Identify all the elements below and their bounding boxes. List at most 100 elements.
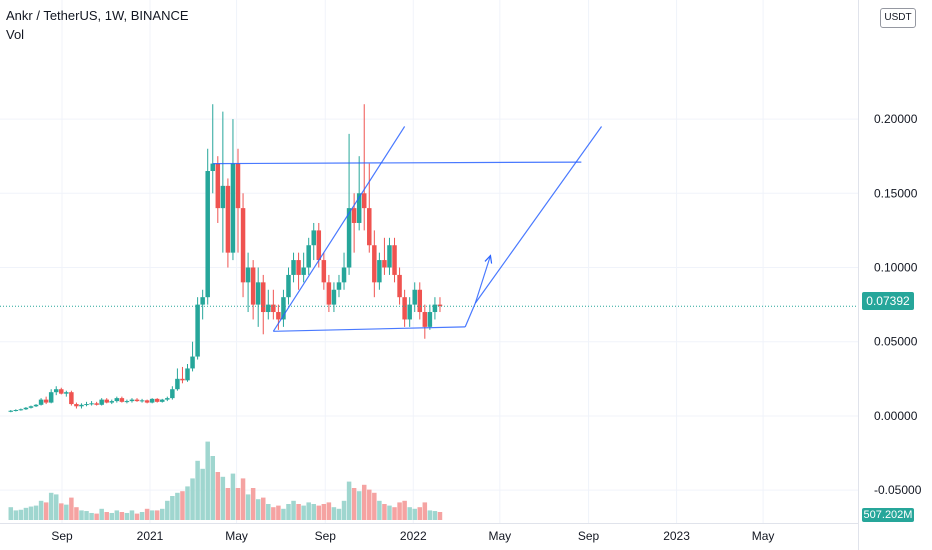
volume-bar — [210, 456, 216, 520]
candle-body — [235, 163, 241, 209]
volume-bar — [124, 512, 130, 520]
candle-body — [286, 274, 291, 298]
y-tick-label: 0.00000 — [874, 409, 918, 423]
candle-body — [185, 368, 190, 381]
candle-body — [377, 260, 382, 283]
candle-body — [23, 407, 29, 410]
volume-bar — [170, 496, 175, 520]
volume-bar — [367, 489, 372, 520]
volume-bar — [346, 481, 352, 520]
volume-bar — [321, 504, 327, 520]
candle-body — [205, 171, 210, 298]
volume-bar — [235, 488, 241, 520]
volume-bar — [326, 502, 332, 520]
candle-body — [134, 399, 140, 402]
volume-bar — [311, 504, 316, 520]
candle-body — [220, 185, 226, 209]
volume-bar — [129, 510, 135, 520]
volume-bar — [291, 500, 296, 520]
candle-body — [412, 289, 417, 305]
volume-bar — [94, 513, 99, 520]
candle-body — [351, 208, 357, 223]
candle-body — [84, 404, 89, 406]
volume-bar — [205, 441, 210, 520]
candle-body — [367, 208, 372, 246]
volume-bar — [114, 510, 120, 520]
volume-bar — [427, 510, 433, 520]
volume-bar — [372, 492, 377, 520]
candle-body — [407, 304, 412, 320]
candle-body — [43, 399, 49, 403]
projection-diagonal-line — [474, 126, 603, 304]
channel-bottom-line — [273, 326, 466, 332]
candle-body — [124, 401, 130, 403]
candle-body — [79, 404, 84, 407]
volume-bar — [104, 512, 109, 520]
volume-bar — [149, 510, 155, 520]
volume-bar — [296, 504, 301, 520]
last-volume-label: 507.202M — [862, 508, 914, 522]
candle-body — [190, 356, 195, 369]
symbol-title[interactable]: Ankr / TetherUS, 1W, BINANCE — [6, 8, 189, 23]
y-tick-label: 0.10000 — [874, 261, 918, 275]
y-tick-label: -0.05000 — [874, 483, 922, 497]
volume-indicator-label[interactable]: Vol — [6, 27, 25, 42]
volume-bar — [286, 504, 291, 520]
volume-bar — [341, 500, 347, 520]
candle-body — [48, 392, 54, 403]
volume-bar — [160, 508, 165, 520]
volume-bar — [8, 507, 14, 520]
candle-body — [74, 404, 79, 407]
volume-bar — [109, 512, 115, 520]
candle-body — [195, 304, 200, 357]
volume-bar — [33, 505, 39, 520]
candle-body — [250, 267, 256, 305]
candle-body — [402, 297, 407, 320]
x-tick-label: 2021 — [137, 529, 164, 543]
volume-bar — [281, 508, 286, 520]
volume-bar — [185, 486, 190, 520]
candle-body — [129, 399, 135, 402]
volume-bar — [220, 476, 226, 520]
candle-body — [53, 389, 59, 393]
volume-bar — [432, 511, 438, 520]
x-tick-label: 2022 — [400, 529, 427, 543]
candle-body — [210, 163, 216, 172]
volume-bar — [271, 507, 276, 520]
candle-body — [200, 297, 205, 305]
volume-bar — [397, 502, 402, 520]
volume-bar — [23, 507, 29, 520]
projection-arrow-head — [484, 254, 493, 264]
candle-body — [316, 230, 322, 261]
volume-bar — [260, 497, 266, 520]
candle-body — [170, 389, 175, 399]
left-diagonal-line — [272, 126, 406, 332]
candle-body — [266, 304, 271, 313]
candle-body — [99, 399, 104, 405]
candle-body — [255, 282, 261, 305]
candle-body — [240, 208, 246, 283]
currency-button[interactable]: USDT — [880, 8, 916, 28]
candle-body — [119, 398, 125, 402]
candle-body — [18, 409, 24, 411]
volume-bar — [230, 473, 236, 520]
volume-bar — [74, 507, 79, 520]
candle-body — [291, 260, 296, 275]
candle-body — [432, 304, 438, 313]
candle-body — [28, 406, 34, 408]
candle-body — [356, 193, 362, 223]
candle-body — [165, 398, 170, 400]
volume-bar — [377, 500, 382, 520]
candle-body — [33, 404, 39, 407]
candle-body — [175, 378, 180, 390]
volume-bar — [422, 502, 428, 520]
volume-bar — [64, 504, 69, 520]
candle-body — [397, 274, 402, 298]
candle-body — [8, 410, 14, 412]
volume-bar — [417, 507, 423, 520]
candle-body — [109, 401, 115, 403]
volume-bar — [119, 512, 125, 520]
volume-bar — [99, 508, 104, 520]
